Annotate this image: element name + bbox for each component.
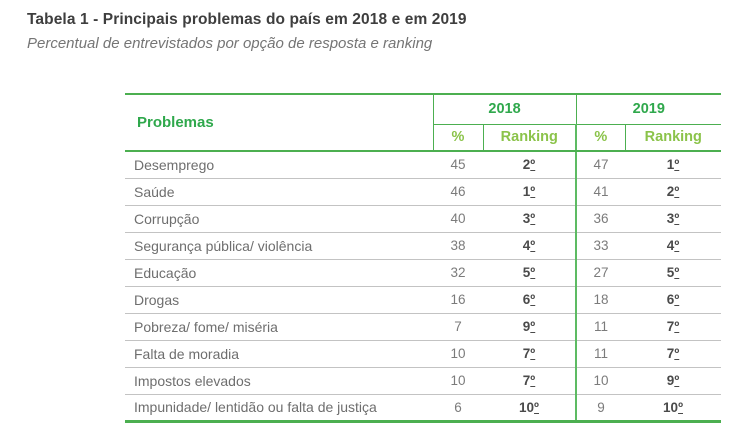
problem-cell: Educação (125, 258, 433, 286)
problem-cell: Saúde (125, 177, 433, 205)
rank-2019-cell: 2º (625, 177, 722, 205)
rank-2019-cell: 4º (625, 231, 722, 259)
table-row: Pobreza/ fome/ miséria 7 9º 11 7º (125, 312, 722, 340)
table-header: Problemas 2018 2019 % Ranking % Ranking (125, 94, 722, 152)
year-header-row: Problemas 2018 2019 (125, 94, 722, 152)
pct-2019-cell: 9 (575, 393, 626, 421)
ranking-2018-header: Ranking (483, 124, 577, 152)
table-row: Segurança pública/ violência 38 4º 33 4º (125, 231, 722, 259)
rank-2019-cell: 9º (625, 366, 722, 394)
problem-cell: Corrupção (125, 204, 433, 232)
pct-2019-cell: 41 (575, 177, 626, 205)
table-row: Drogas 16 6º 18 6º (125, 285, 722, 313)
table-row: Corrupção 40 3º 36 3º (125, 204, 722, 232)
pct-2019-cell: 11 (575, 339, 626, 367)
rank-2019-cell: 3º (625, 204, 722, 232)
problem-cell: Drogas (125, 285, 433, 313)
pct-2018-cell: 40 (433, 204, 483, 232)
pct-2018-cell: 32 (433, 258, 483, 286)
rank-2018-cell: 4º (483, 231, 577, 259)
table-title: Tabela 1 - Principais problemas do país … (27, 11, 467, 28)
pct-2018-header: % (433, 124, 484, 152)
rank-2018-cell: 9º (483, 312, 577, 340)
rank-2018-cell: 7º (483, 366, 577, 394)
year-2018-header: 2018 (433, 94, 577, 125)
table-row: Impunidade/ lentidão ou falta de justiça… (125, 393, 722, 421)
pct-2018-cell: 45 (433, 151, 483, 178)
problems-table: Problemas 2018 2019 % Ranking % Ranking … (125, 93, 722, 423)
rank-2018-cell: 1º (483, 177, 577, 205)
pct-2019-cell: 11 (575, 312, 626, 340)
problem-cell: Desemprego (125, 151, 433, 178)
table-subtitle: Percentual de entrevistados por opção de… (27, 35, 433, 52)
rank-2018-cell: 10º (483, 393, 577, 421)
pct-2019-cell: 47 (575, 151, 626, 178)
pct-2018-cell: 7 (433, 312, 483, 340)
rank-2018-cell: 3º (483, 204, 577, 232)
pct-2019-cell: 18 (575, 285, 626, 313)
pct-2018-cell: 6 (433, 393, 483, 421)
rank-2018-cell: 5º (483, 258, 577, 286)
pct-2019-cell: 10 (575, 366, 626, 394)
subheader-row: % Ranking % Ranking (125, 124, 722, 152)
ranking-2019-header: Ranking (625, 124, 722, 152)
pct-2019-cell: 36 (575, 204, 626, 232)
pct-2018-cell: 10 (433, 339, 483, 367)
year-2019-header: 2019 (576, 94, 722, 125)
table-row: Falta de moradia 10 7º 11 7º (125, 339, 722, 367)
pct-2018-cell: 46 (433, 177, 483, 205)
rank-2018-cell: 7º (483, 339, 577, 367)
table-row: Desemprego 45 2º 47 1º (125, 151, 722, 178)
pct-2019-cell: 33 (575, 231, 626, 259)
problem-cell: Pobreza/ fome/ miséria (125, 312, 433, 340)
pct-2018-cell: 38 (433, 231, 483, 259)
rank-2019-cell: 5º (625, 258, 722, 286)
table-row: Educação 32 5º 27 5º (125, 258, 722, 286)
pct-2019-cell: 27 (575, 258, 626, 286)
problems-column-header: Problemas (125, 94, 434, 152)
rank-2018-cell: 2º (483, 151, 577, 178)
rank-2019-cell: 7º (625, 339, 722, 367)
pct-2018-cell: 16 (433, 285, 483, 313)
problem-cell: Segurança pública/ violência (125, 231, 433, 259)
table-row: Impostos elevados 10 7º 10 9º (125, 366, 722, 394)
problem-cell: Impunidade/ lentidão ou falta de justiça (125, 393, 433, 421)
rank-2018-cell: 6º (483, 285, 577, 313)
rank-2019-cell: 1º (625, 151, 722, 178)
rank-2019-cell: 10º (625, 393, 722, 421)
table-row: Saúde 46 1º 41 2º (125, 177, 722, 205)
pct-2018-cell: 10 (433, 366, 483, 394)
problem-cell: Impostos elevados (125, 366, 433, 394)
rank-2019-cell: 7º (625, 312, 722, 340)
table-body: Desemprego 45 2º 47 1º Saúde 46 1º 41 2º… (125, 151, 722, 421)
pct-2019-header: % (575, 124, 626, 152)
problem-cell: Falta de moradia (125, 339, 433, 367)
rank-2019-cell: 6º (625, 285, 722, 313)
